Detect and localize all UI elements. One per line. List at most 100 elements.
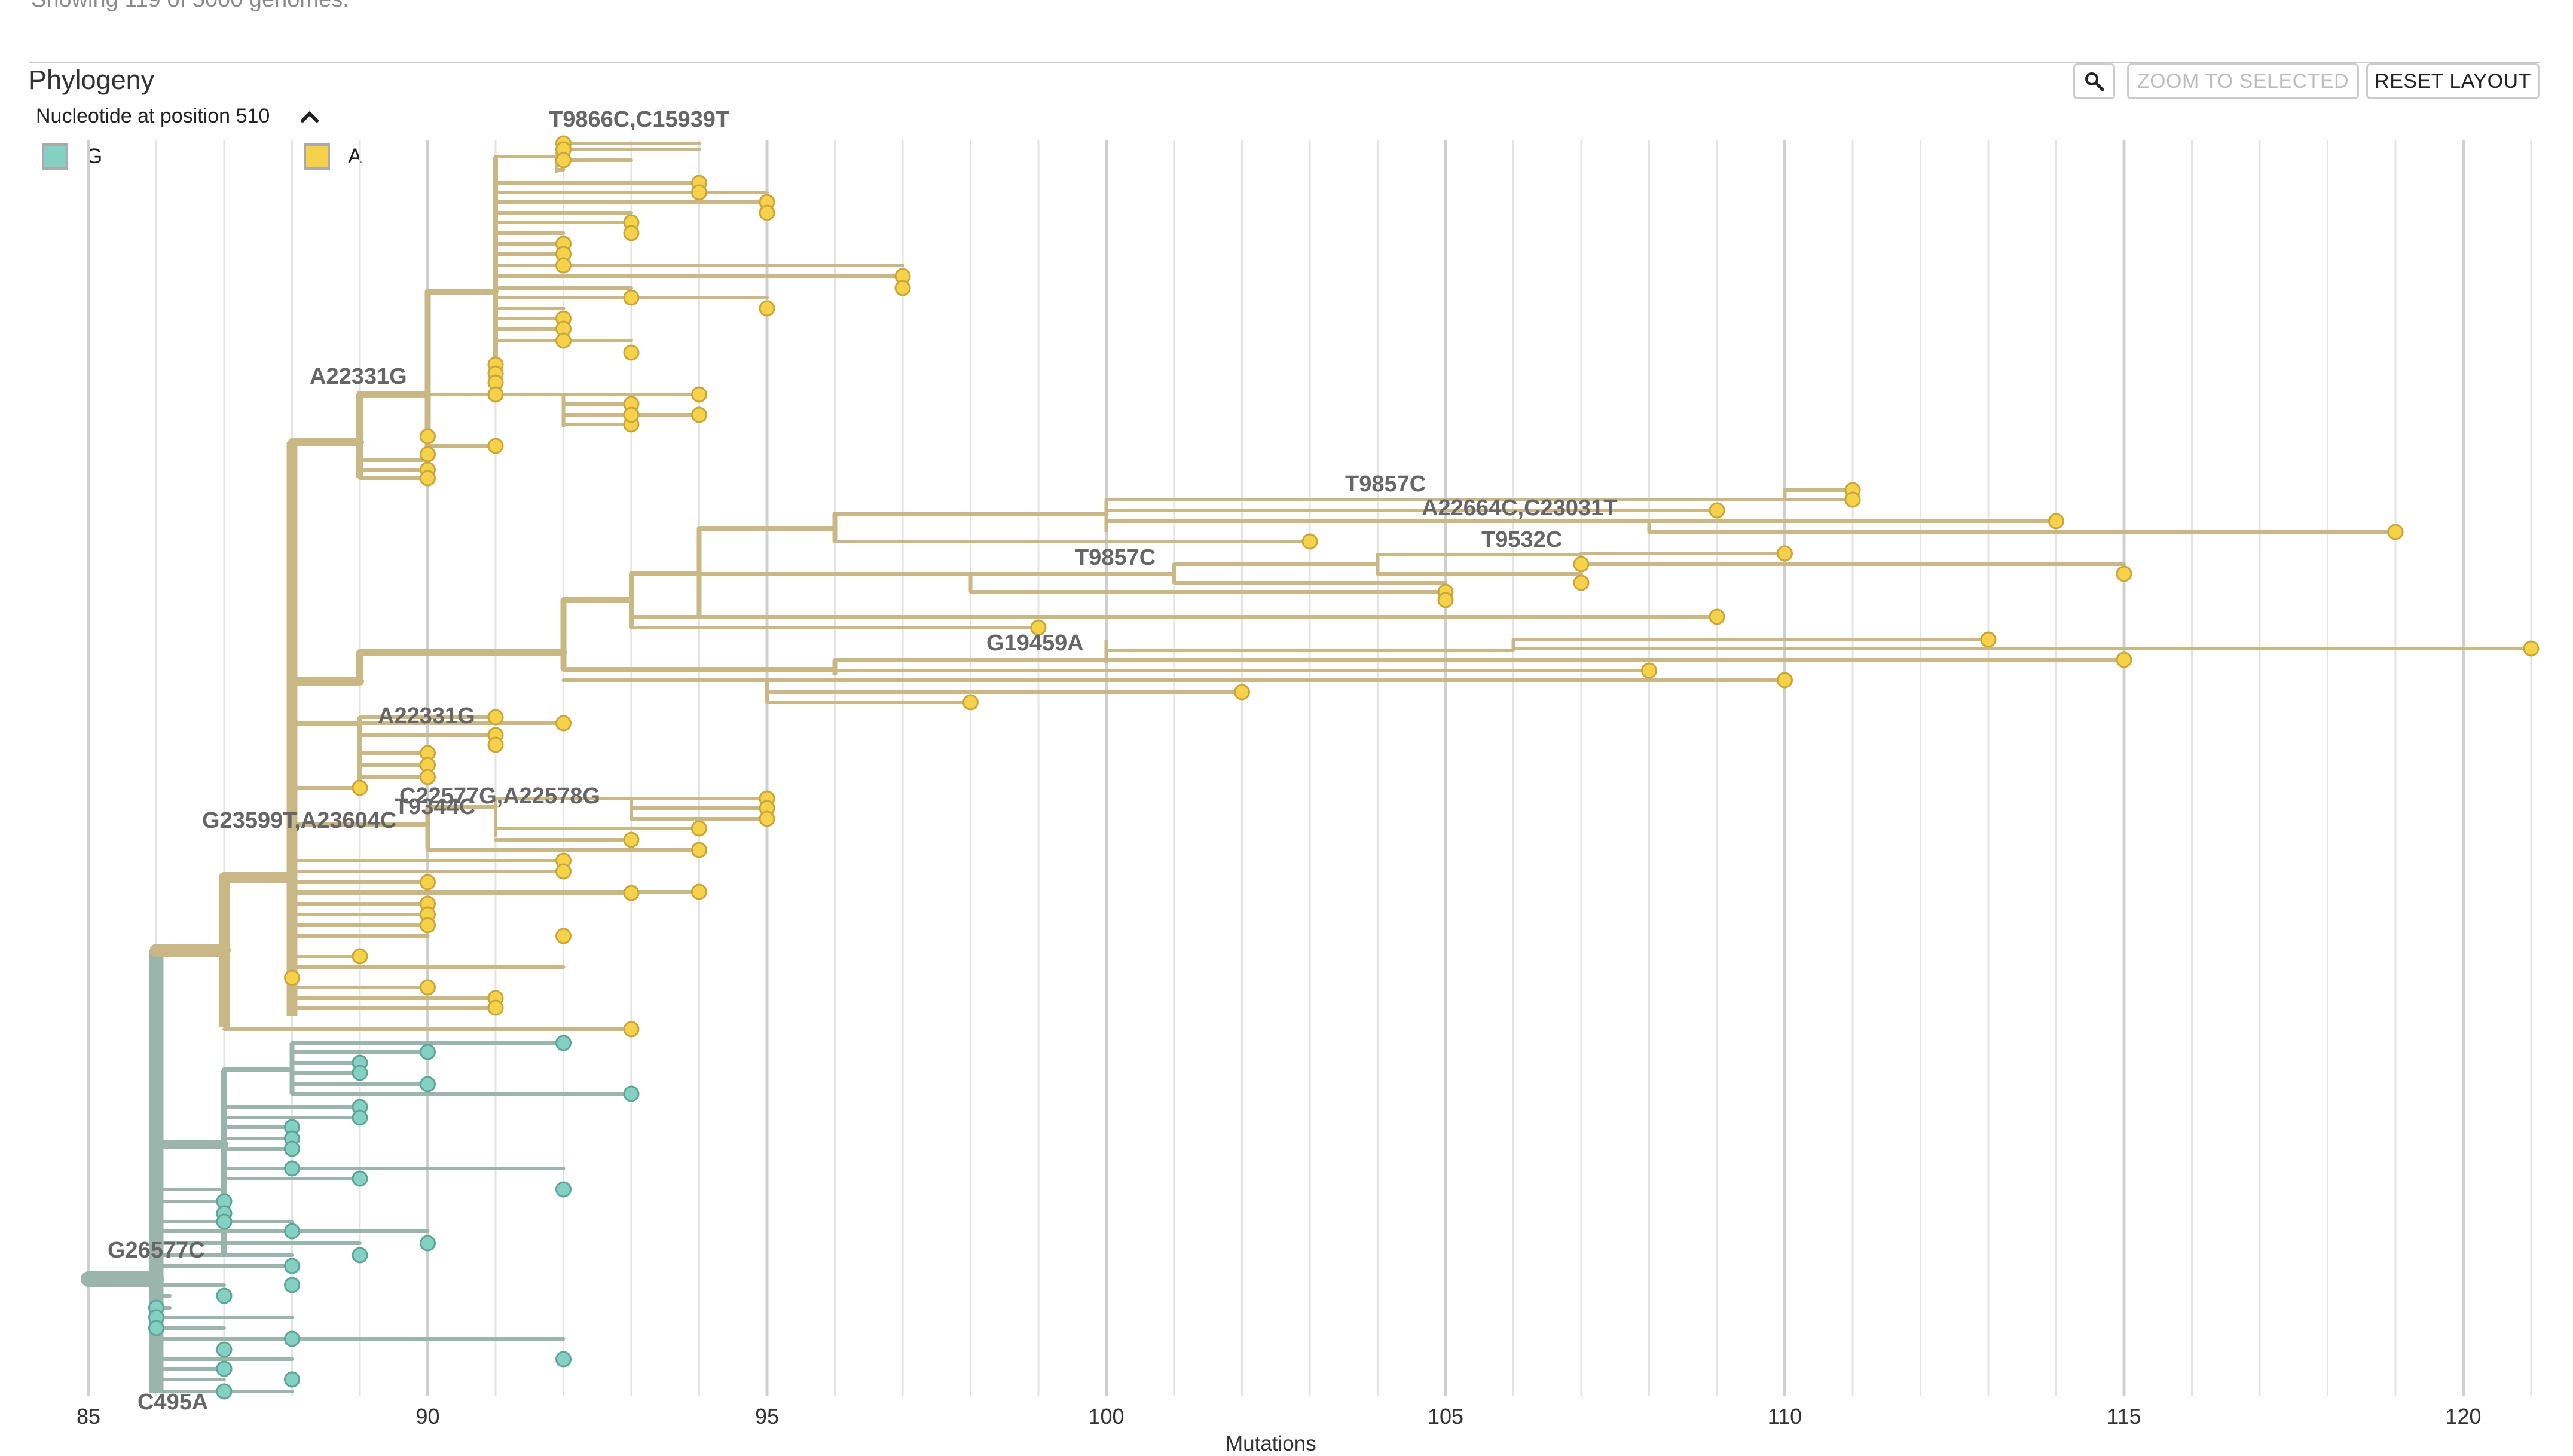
x-tick-label: 100: [1088, 1404, 1124, 1429]
tree-branches: [81, 142, 2533, 1393]
tip-G: [216, 1360, 233, 1377]
tip-A: [555, 863, 572, 880]
x-tick-label: 115: [2107, 1404, 2141, 1429]
tip-A: [1709, 608, 1725, 625]
tip-A: [691, 406, 707, 423]
tip-A: [691, 386, 707, 403]
tip-A: [691, 820, 707, 837]
zoom-to-selected-button[interactable]: ZOOM TO SELECTED: [2127, 63, 2359, 99]
tip-A: [2116, 651, 2132, 668]
x-tick-label: 120: [2445, 1404, 2481, 1429]
tip-G: [555, 1181, 572, 1198]
tip-A: [623, 831, 640, 848]
tip-A: [759, 204, 775, 221]
tip-A: [420, 917, 436, 934]
tip-A: [1234, 684, 1250, 701]
legend-swatch-G: [42, 143, 68, 170]
magnifier-icon: [2085, 72, 2104, 91]
tip-G: [352, 1065, 368, 1081]
tip-A: [555, 332, 572, 349]
tip-A: [1573, 574, 1590, 591]
tip-A: [759, 810, 775, 827]
tip-G: [420, 1235, 436, 1252]
legend-item-A[interactable]: A: [304, 143, 362, 170]
tip-A: [623, 289, 640, 306]
tip-A: [2523, 640, 2540, 657]
branch-label: T9344C: [395, 794, 475, 819]
tip-A: [420, 470, 436, 487]
tip-A: [352, 779, 368, 796]
branch-label: G23599T,A23604C: [202, 808, 396, 833]
tip-A: [1777, 545, 1793, 562]
tip-G: [284, 1277, 300, 1293]
reset-layout-button[interactable]: RESET LAYOUT: [2366, 63, 2540, 99]
tip-A: [555, 152, 572, 169]
tip-A: [1844, 491, 1861, 508]
tip-A: [555, 928, 572, 944]
branch-label: T9857C: [1075, 545, 1156, 570]
chevron-up-icon[interactable]: [299, 106, 320, 131]
tip-G: [284, 1258, 300, 1274]
legend-title[interactable]: Nucleotide at position 510: [36, 105, 270, 127]
tip-A: [487, 999, 504, 1016]
tip-G: [284, 1330, 300, 1347]
x-tick-label: 85: [77, 1404, 100, 1429]
tip-A: [284, 969, 300, 986]
tip-A: [420, 979, 436, 996]
branch-label: G19459A: [986, 631, 1084, 656]
tip-G: [216, 1287, 233, 1304]
legend-swatch-A: [304, 143, 330, 170]
tip-G: [148, 1320, 164, 1336]
tip-A: [487, 736, 504, 753]
tip-G: [420, 1044, 436, 1060]
section-divider: [29, 62, 2540, 63]
tip-A: [555, 715, 572, 732]
tip-G: [216, 1213, 233, 1230]
tip-A: [2116, 565, 2132, 582]
tip-A: [487, 709, 504, 726]
branch-label: A22664C,C23031T: [1422, 495, 1617, 521]
branch-label: T9857C: [1345, 472, 1426, 497]
tip-G: [352, 1170, 368, 1187]
tip-A: [623, 885, 640, 901]
tree-tips: [148, 135, 2540, 1400]
zoom-search-button[interactable]: [2073, 63, 2115, 99]
x-tick-label: 95: [755, 1404, 779, 1429]
tip-A: [1777, 672, 1793, 689]
x-tick-label: 90: [415, 1404, 439, 1429]
legend-label-A: A: [348, 145, 362, 168]
genome-count-text: Showing 119 of 5000 genomes.: [31, 0, 349, 13]
tip-G: [216, 1383, 233, 1400]
tip-G: [555, 1351, 572, 1368]
tip-A: [623, 1021, 640, 1038]
branch-label: C495A: [137, 1390, 208, 1415]
tip-G: [284, 1140, 300, 1157]
tip-A: [1709, 502, 1725, 519]
tip-A: [1573, 556, 1590, 573]
tip-A: [487, 386, 504, 403]
branch-label: T9532C: [1481, 527, 1562, 552]
x-tick-label: 110: [1768, 1404, 1802, 1429]
tip-A: [2048, 513, 2064, 530]
tip-G: [284, 1371, 300, 1388]
tip-A: [623, 225, 640, 241]
panel-title: Phylogeny: [29, 65, 155, 95]
tip-A: [1641, 662, 1657, 679]
tip-A: [623, 406, 640, 423]
tip-G: [352, 1109, 368, 1126]
branch-label: C22577G,A22578G: [399, 784, 600, 809]
tip-A: [352, 948, 368, 965]
tip-A: [962, 694, 979, 711]
x-axis-ticks: 85 90 95 100 105 110 115 120: [77, 1404, 2482, 1429]
tip-A: [1980, 631, 1997, 648]
tip-A: [691, 883, 707, 900]
tip-G: [623, 1085, 640, 1102]
tip-G: [216, 1341, 233, 1358]
grid-lines: [87, 140, 2532, 1396]
branch-label: T9866C,C15939T: [549, 107, 729, 132]
tip-A: [2387, 524, 2404, 540]
chevron-up-icon-svg: [301, 111, 319, 123]
tip-A: [420, 874, 436, 891]
branch-labels: T9866C,C15939TA22331GT9857CA22664C,C2303…: [108, 107, 1617, 1415]
